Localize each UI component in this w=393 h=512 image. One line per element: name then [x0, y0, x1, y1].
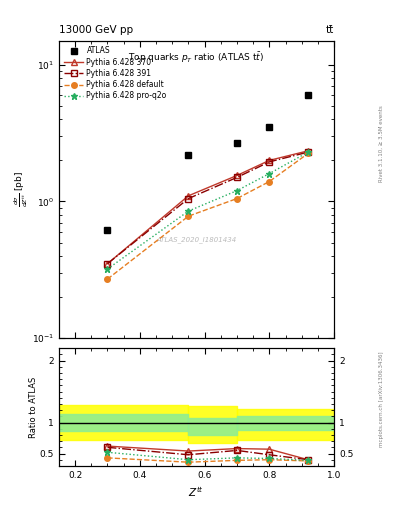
- Text: 13000 GeV pp: 13000 GeV pp: [59, 26, 133, 35]
- Text: ATLAS_2020_I1801434: ATLAS_2020_I1801434: [156, 237, 237, 243]
- Y-axis label: Ratio to ATLAS: Ratio to ATLAS: [29, 376, 39, 438]
- Y-axis label: $\frac{d\sigma}{dZ^{tt}}$ [pb]: $\frac{d\sigma}{dZ^{tt}}$ [pb]: [13, 172, 30, 207]
- Text: tt̄: tt̄: [326, 26, 334, 35]
- Text: mcplots.cern.ch [arXiv:1306.3436]: mcplots.cern.ch [arXiv:1306.3436]: [379, 352, 384, 447]
- Text: Top quarks $p_T$ ratio (ATLAS t$\bar{t}$): Top quarks $p_T$ ratio (ATLAS t$\bar{t}$…: [129, 50, 264, 65]
- X-axis label: $Z^{tt}$: $Z^{tt}$: [189, 485, 204, 499]
- Text: Rivet 3.1.10, ≥ 3.5M events: Rivet 3.1.10, ≥ 3.5M events: [379, 105, 384, 182]
- Legend: ATLAS, Pythia 6.428 370, Pythia 6.428 391, Pythia 6.428 default, Pythia 6.428 pr: ATLAS, Pythia 6.428 370, Pythia 6.428 39…: [63, 45, 168, 102]
